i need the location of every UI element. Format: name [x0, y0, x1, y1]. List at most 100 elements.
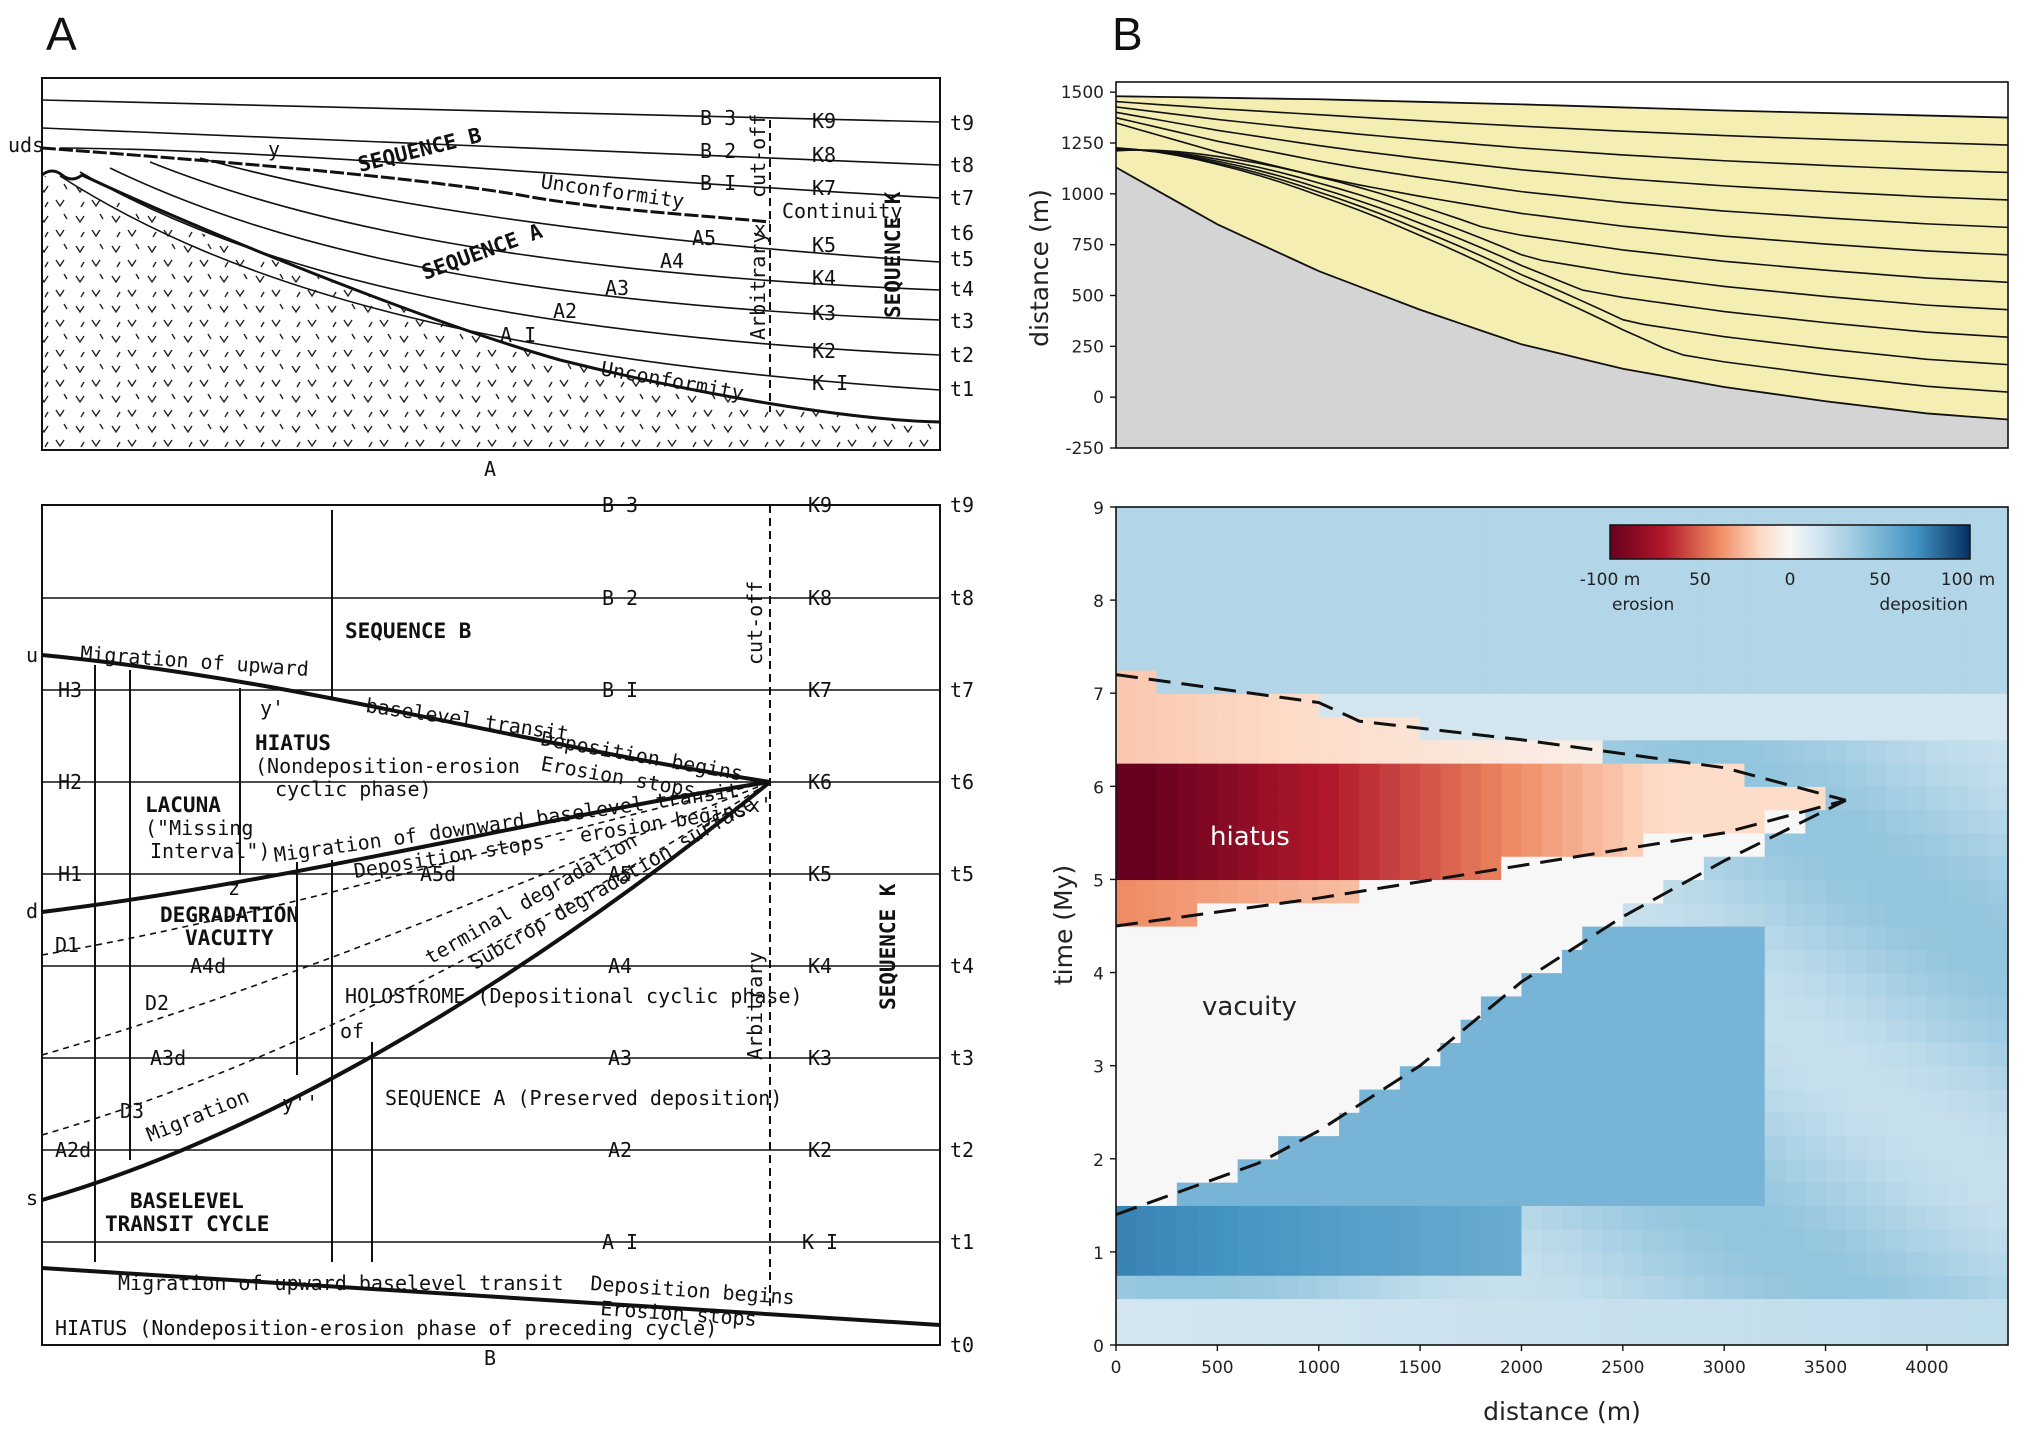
k-label: K9: [812, 109, 836, 133]
heatmap-cell: [1785, 646, 1806, 671]
heatmap-cell: [1298, 1135, 1320, 1160]
t-label: t0: [950, 1333, 974, 1357]
heatmap-cell: [1156, 926, 1178, 950]
heatmap-cell: [1116, 576, 1137, 601]
heatmap-cell: [1764, 1321, 1786, 1346]
heatmap-cell: [1724, 972, 1746, 997]
heatmap-cell: [1906, 1298, 1928, 1323]
heatmap-cell: [1116, 856, 1137, 881]
heatmap-cell: [1136, 1182, 1158, 1206]
heatmap-cell: [1906, 972, 1928, 997]
heatmap-cell: [1785, 949, 1806, 974]
heatmap-cell: [1420, 1158, 1441, 1183]
heatmap-cell: [1237, 507, 1259, 531]
heatmap-cell: [1399, 972, 1421, 997]
heatmap-cell: [1967, 600, 1989, 624]
heatmap-cell: [1116, 600, 1137, 624]
heatmap-cell: [1521, 879, 1543, 904]
heatmap-cell: [1318, 600, 1340, 624]
heatmap-cell: [1866, 995, 1887, 1020]
heatmap-cell: [1744, 972, 1766, 997]
heatmap-cell: [1845, 600, 1867, 624]
heatmap-cell: [1582, 600, 1604, 624]
heatmap-cell: [1480, 507, 1502, 531]
heatmap-cell: [1886, 623, 1908, 648]
heatmap-cell: [1379, 972, 1401, 997]
heatmap-cell: [1116, 763, 1137, 787]
dashed-upper-boundary: [1115, 673, 1847, 802]
heatmap-cell: [1156, 995, 1178, 1020]
heatmap-cell: [1460, 1275, 1482, 1300]
heatmap-cell: [1136, 1275, 1158, 1300]
heatmap-cell: [1906, 576, 1928, 601]
heatmap-cell: [1541, 763, 1563, 787]
heatmap-cell: [1886, 1298, 1908, 1323]
heatmap-cell: [1541, 809, 1563, 834]
heatmap-cell: [1967, 809, 1989, 834]
heatmap-cell: [1136, 1065, 1158, 1090]
heatmap-cell: [1866, 693, 1887, 718]
sequence-b-label: SEQUENCE B: [355, 123, 483, 177]
heatmap-cell: [1683, 763, 1705, 787]
heatmap-cell: [1602, 693, 1624, 718]
heatmap-cell: [1298, 576, 1320, 601]
heatmap-cell: [1339, 600, 1360, 624]
heatmap-cell: [1724, 1182, 1746, 1206]
heatmap-cell: [1744, 716, 1766, 741]
vacuity-annotation: vacuity: [1202, 992, 1297, 1022]
heatmap-cell: [1176, 902, 1198, 927]
k-label: K I: [802, 1230, 838, 1254]
heatmap-cell: [1663, 1019, 1685, 1043]
heatmap-cell: [1440, 739, 1462, 764]
heatmap-cell: [1217, 1158, 1239, 1183]
heatmap-cell: [1399, 1298, 1421, 1323]
heatmap-cell: [1703, 832, 1725, 857]
heatmap-cell: [1886, 926, 1908, 950]
heatmap-cell: [1176, 1158, 1198, 1183]
heatmap-cell: [1116, 1042, 1137, 1067]
heatmap-cell: [1379, 1135, 1401, 1160]
heatmap-cell: [1480, 1275, 1502, 1300]
sequence-a-label: SEQUENCE A (Preserved deposition): [385, 1086, 782, 1110]
heatmap-cell: [1886, 669, 1908, 694]
y-tick-label: 250: [1072, 337, 1104, 357]
heatmap-cell: [1785, 669, 1806, 694]
heatmap-cell: [1987, 763, 2009, 787]
heatmap-cell: [1501, 623, 1523, 648]
heatmap-cell: [1399, 576, 1421, 601]
heatmap-cell: [1176, 1019, 1198, 1043]
heatmap-cell: [1967, 926, 1989, 950]
heatmap-cell: [1663, 1065, 1685, 1090]
heatmap-cell: [1136, 763, 1158, 787]
heatmap-cell: [1318, 1298, 1340, 1323]
heatmap-cell: [1521, 1088, 1543, 1113]
heatmap-cell: [1460, 1042, 1482, 1067]
k-label: K9: [808, 493, 832, 517]
heatmap-cell: [1926, 763, 1948, 787]
heatmap-cell: [1116, 1158, 1137, 1183]
surface-label: A I: [602, 1230, 638, 1254]
heatmap-cell: [1257, 600, 1279, 624]
heatmap-cell: [1926, 1228, 1948, 1253]
sequence-k-label: SEQUENCE K: [881, 191, 905, 318]
heatmap-cell: [1967, 902, 1989, 927]
heatmap-cell: [1845, 1088, 1867, 1113]
heatmap-cell: [1521, 646, 1543, 671]
heatmap-cell: [1156, 1321, 1178, 1346]
heatmap-cell: [1744, 786, 1766, 811]
heatmap-cell: [1521, 1205, 1543, 1230]
heatmap-cell: [1339, 1135, 1360, 1160]
heatmap-cell: [1440, 1158, 1462, 1183]
heatmap-cell: [1825, 856, 1847, 881]
t-label: t9: [950, 111, 974, 135]
heatmap-cell: [1987, 856, 2009, 881]
heatmap-cell: [1622, 995, 1644, 1020]
heatmap-cell: [1845, 832, 1867, 857]
heatmap-cell: [1257, 1298, 1279, 1323]
heatmap-cell: [1501, 646, 1523, 671]
heatmap-cell: [1845, 1298, 1867, 1323]
heatmap-cell: [1724, 1088, 1746, 1113]
heatmap-cell: [1460, 763, 1482, 787]
heatmap-cell: [1744, 600, 1766, 624]
heatmap-cell: [1460, 1088, 1482, 1113]
